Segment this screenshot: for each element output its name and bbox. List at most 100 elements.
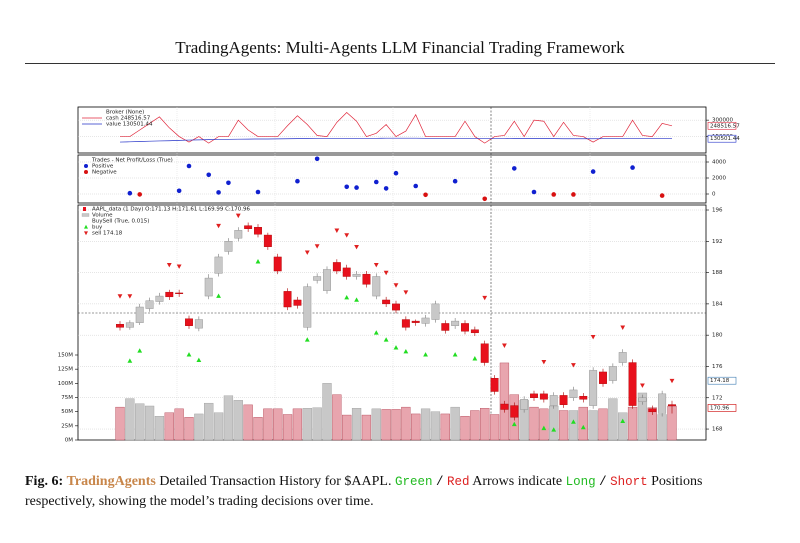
candle-body xyxy=(421,317,430,324)
volume-bar xyxy=(144,405,155,441)
trade-dot xyxy=(571,192,576,197)
candle-body xyxy=(214,256,223,274)
volume-bar xyxy=(568,410,579,441)
candle-body xyxy=(608,366,617,381)
volume-bar xyxy=(204,402,214,441)
trade-dot xyxy=(393,170,399,176)
legend-label: Positive xyxy=(92,164,114,170)
volume-bar xyxy=(243,404,253,441)
y2-tick-label: 100M xyxy=(58,381,73,387)
candle-body xyxy=(470,329,479,334)
candle-body xyxy=(490,377,499,392)
volume-bar xyxy=(558,410,569,441)
candle-body xyxy=(125,322,134,328)
volume-bar xyxy=(322,383,332,441)
sell-marker xyxy=(541,359,547,365)
candle-body xyxy=(480,343,489,363)
trade-dot xyxy=(383,186,389,191)
candle-body xyxy=(135,306,144,323)
y-tick-label: 4000 xyxy=(712,160,726,166)
candle-body xyxy=(411,320,420,323)
y-tick-label: 188 xyxy=(712,270,723,276)
y-tick-label: 0 xyxy=(712,192,716,198)
candle-body xyxy=(431,303,440,320)
volume-bar xyxy=(194,413,204,441)
trade-dot xyxy=(344,184,350,190)
volume-bar xyxy=(332,394,342,441)
sell-marker xyxy=(502,343,507,348)
candle-body xyxy=(520,399,529,410)
volume-bar xyxy=(223,395,234,441)
candle-body xyxy=(185,318,193,326)
last-value-box xyxy=(707,121,737,130)
caption-red: Red xyxy=(447,475,470,489)
sell-marker xyxy=(482,295,488,301)
buy-marker xyxy=(216,293,221,298)
candle-body xyxy=(569,389,578,398)
caption-text: Detailed Transaction History for $AAPL. xyxy=(159,474,392,489)
sell-marker xyxy=(344,233,350,238)
volume-bar xyxy=(312,407,322,441)
candle-body xyxy=(372,276,381,297)
volume-bar xyxy=(174,408,184,441)
volume-bar xyxy=(342,414,352,441)
candle-body xyxy=(451,320,460,326)
volume-bar xyxy=(411,413,421,441)
trade-dot xyxy=(373,179,379,185)
candle-body xyxy=(401,319,410,328)
trade-dot xyxy=(176,188,182,194)
volume-bar xyxy=(263,408,273,441)
panel-frame xyxy=(77,106,707,154)
trade-dot xyxy=(551,192,557,197)
y-tick-label: 180 xyxy=(712,333,723,339)
candle-body xyxy=(273,256,282,272)
trade-dot xyxy=(186,163,192,169)
legend-swatch xyxy=(83,207,86,211)
sell-marker xyxy=(383,270,389,276)
buy-marker xyxy=(551,427,557,432)
buy-marker xyxy=(137,348,143,353)
volume-bar xyxy=(273,408,283,441)
y-tick-label: 300000 xyxy=(712,118,733,124)
trade-dot xyxy=(630,165,635,170)
caption-short: Short xyxy=(610,475,648,489)
legend-swatch xyxy=(84,231,88,236)
candle-body xyxy=(648,408,657,413)
volume-bar xyxy=(401,406,411,441)
candle-body xyxy=(175,292,184,294)
last-value-label: 170.96 xyxy=(710,405,730,411)
volume-bar xyxy=(608,398,618,441)
trade-dot xyxy=(127,190,133,196)
legend-label: sell 174.18 xyxy=(92,231,123,237)
volume-bar xyxy=(578,406,588,441)
volume-bar xyxy=(125,398,135,441)
buy-marker xyxy=(393,345,399,350)
legend-title: BuySell (True, 0.015) xyxy=(92,219,149,225)
caption-slash: / xyxy=(435,475,444,489)
volume-bar xyxy=(430,411,441,441)
candle-body xyxy=(589,370,598,406)
vertical-grid xyxy=(176,107,591,440)
buy-marker xyxy=(511,421,517,427)
sell-marker xyxy=(620,325,626,330)
trade-dot xyxy=(216,190,221,195)
y2-tick-label: 25M xyxy=(61,423,73,429)
sell-marker xyxy=(571,363,576,368)
sell-marker xyxy=(590,334,596,340)
trade-dot xyxy=(226,180,231,186)
header-title: TradingAgents: Multi-Agents LLM Financia… xyxy=(175,38,625,57)
volume-bar xyxy=(657,414,667,441)
candle-body xyxy=(539,393,548,400)
candle-body xyxy=(392,303,400,311)
trade-dot xyxy=(295,178,300,184)
sell-marker xyxy=(403,290,409,295)
y2-tick-label: 125M xyxy=(58,367,73,373)
buy-marker xyxy=(196,357,202,363)
buy-marker xyxy=(127,358,133,363)
volume-bar xyxy=(391,409,401,441)
y2-tick-label: 50M xyxy=(61,409,73,415)
sell-marker xyxy=(373,262,379,268)
volume-bar xyxy=(233,400,243,441)
trade-dot xyxy=(531,189,537,195)
legend-label: Volume xyxy=(92,213,113,219)
